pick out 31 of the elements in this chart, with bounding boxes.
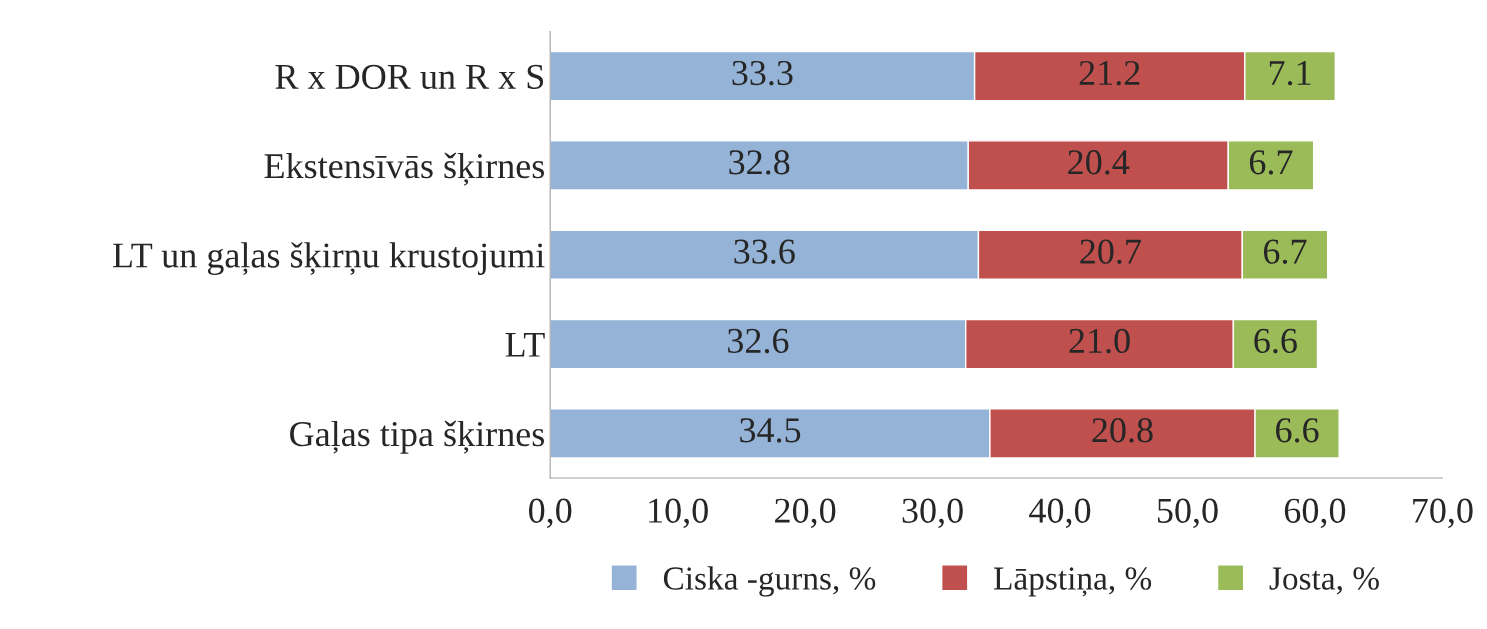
y-tick-label: LT (505, 332, 545, 357)
data-label: 21.0 (1069, 328, 1130, 354)
x-tick-label: 50,0 (1157, 498, 1218, 529)
data-label: 32.6 (728, 328, 789, 354)
data-label: 34.5 (740, 418, 801, 443)
data-label: 20.7 (1080, 239, 1141, 264)
x-tick-label: 30,0 (902, 498, 963, 529)
data-label: 6.7 (1263, 239, 1307, 264)
x-tick-label: 20,0 (775, 498, 836, 529)
data-label: 6.6 (1276, 418, 1319, 443)
legend-label: Josta, % (1269, 567, 1379, 595)
x-tick-label: 10,0 (649, 498, 708, 529)
x-tick-label: 40,0 (1029, 498, 1091, 529)
data-label: 32.8 (729, 150, 790, 175)
legend-label: Lāpstiņa, % (994, 567, 1152, 597)
y-tick-label: Gaļas tipa šķirnes (290, 420, 545, 454)
x-tick-label: 0,0 (529, 498, 572, 529)
data-label: 6.7 (1249, 150, 1293, 175)
y-tick-label: LT un gaļas šķirņu krustojumi (112, 242, 545, 276)
y-tick-label: R x DOR un R x S (275, 64, 544, 89)
x-tick-label: 70,0 (1413, 498, 1473, 529)
data-label: 33.6 (734, 239, 795, 264)
data-label: 21.2 (1079, 60, 1140, 86)
x-tick-label: 60,0 (1284, 498, 1346, 529)
data-label: 20.8 (1092, 418, 1153, 443)
legend-label: Ciska -gurns, % (663, 566, 876, 597)
data-label: 33.3 (732, 60, 793, 86)
y-tick-label: Ekstensīvās šķirnes (264, 152, 545, 186)
data-label: 6.6 (1254, 328, 1297, 354)
data-label: 20.4 (1068, 150, 1130, 175)
data-label: 7.1 (1269, 60, 1311, 86)
